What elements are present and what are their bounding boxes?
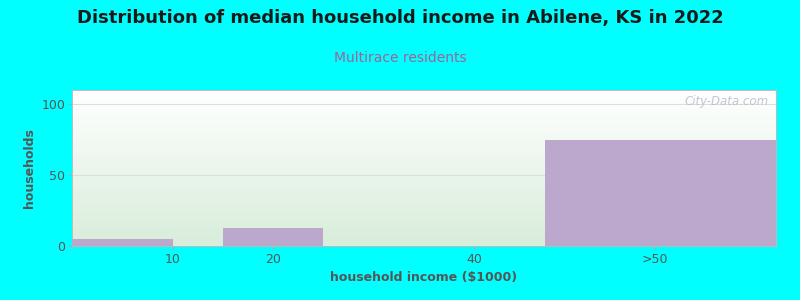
Text: Distribution of median household income in Abilene, KS in 2022: Distribution of median household income … <box>77 9 723 27</box>
Text: City-Data.com: City-Data.com <box>685 95 769 108</box>
X-axis label: household income ($1000): household income ($1000) <box>330 272 518 284</box>
Bar <box>545 140 776 246</box>
Bar <box>72 239 173 246</box>
Bar <box>223 228 323 246</box>
Y-axis label: households: households <box>22 128 36 208</box>
Text: Multirace residents: Multirace residents <box>334 51 466 65</box>
